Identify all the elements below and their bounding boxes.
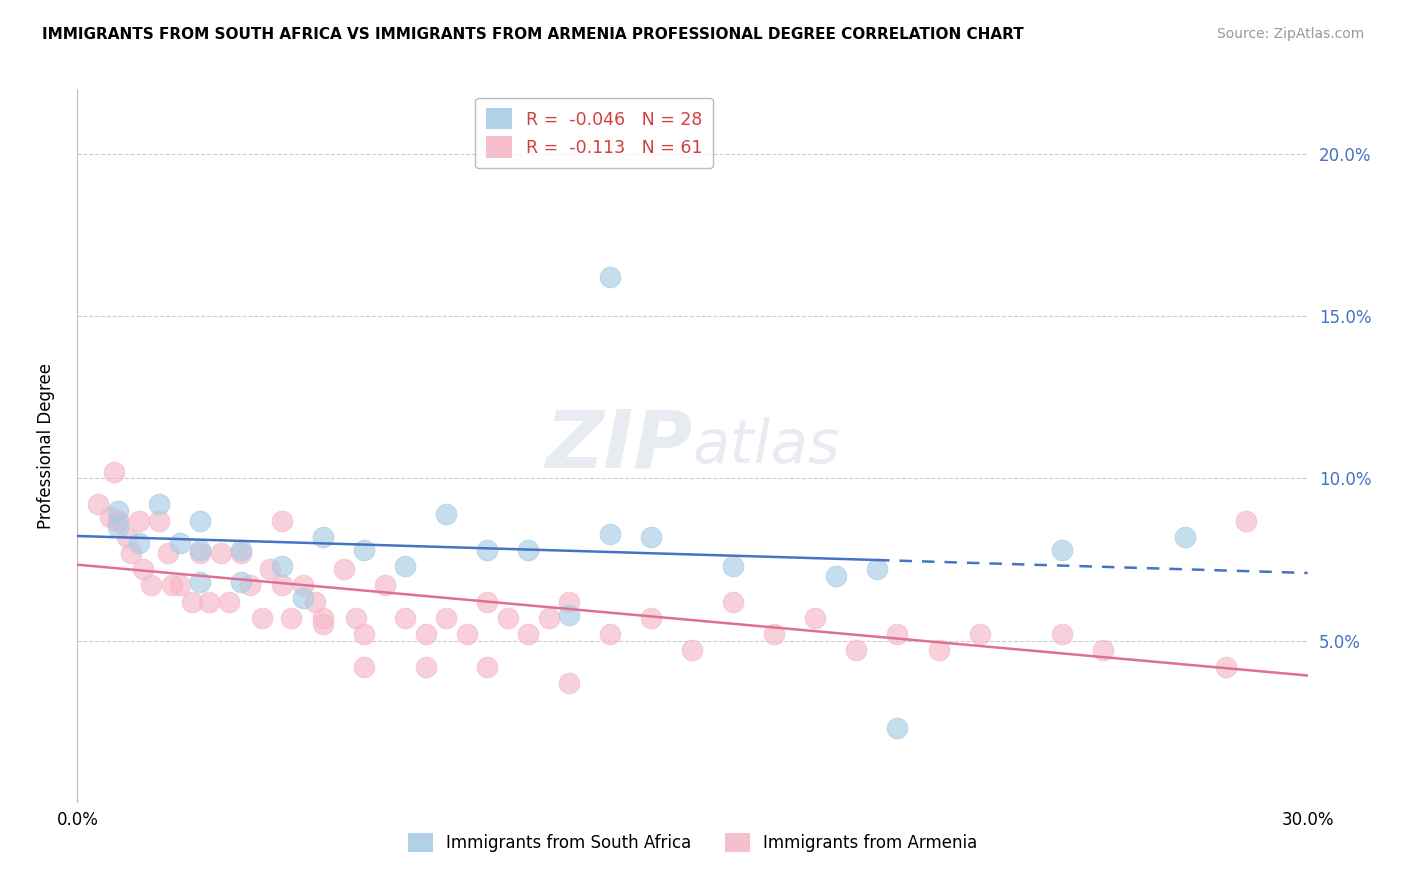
- Point: [477, 542, 499, 557]
- Point: [128, 514, 150, 528]
- Point: [640, 611, 662, 625]
- Point: [128, 536, 150, 550]
- Point: [344, 611, 367, 625]
- Point: [682, 643, 704, 657]
- Point: [1234, 514, 1257, 528]
- Point: [969, 627, 991, 641]
- Point: [197, 595, 219, 609]
- Point: [537, 611, 560, 625]
- Point: [415, 659, 437, 673]
- Point: [312, 611, 335, 625]
- Point: [231, 546, 253, 560]
- Point: [436, 611, 458, 625]
- Point: [436, 507, 458, 521]
- Point: [517, 627, 540, 641]
- Point: [1050, 627, 1073, 641]
- Text: ZIP: ZIP: [546, 407, 693, 485]
- Point: [477, 659, 499, 673]
- Text: IMMIGRANTS FROM SOUTH AFRICA VS IMMIGRANTS FROM ARMENIA PROFESSIONAL DEGREE CORR: IMMIGRANTS FROM SOUTH AFRICA VS IMMIGRAN…: [42, 27, 1024, 42]
- Point: [1215, 659, 1237, 673]
- Point: [1174, 530, 1197, 544]
- Point: [231, 575, 253, 590]
- Point: [1091, 643, 1114, 657]
- Point: [169, 536, 191, 550]
- Point: [394, 611, 416, 625]
- Point: [107, 504, 129, 518]
- Point: [886, 721, 908, 735]
- Point: [218, 595, 240, 609]
- Point: [107, 514, 129, 528]
- Y-axis label: Professional Degree: Professional Degree: [37, 363, 55, 529]
- Point: [558, 595, 581, 609]
- Point: [599, 270, 621, 285]
- Point: [353, 659, 375, 673]
- Point: [103, 465, 125, 479]
- Point: [115, 530, 138, 544]
- Point: [87, 497, 110, 511]
- Point: [239, 578, 262, 592]
- Point: [98, 510, 121, 524]
- Point: [333, 562, 356, 576]
- Point: [312, 530, 335, 544]
- Point: [120, 546, 142, 560]
- Point: [271, 559, 294, 574]
- Point: [156, 546, 179, 560]
- Point: [1050, 542, 1073, 557]
- Point: [291, 591, 314, 606]
- Point: [599, 526, 621, 541]
- Point: [599, 627, 621, 641]
- Point: [271, 514, 294, 528]
- Point: [148, 514, 170, 528]
- Point: [353, 627, 375, 641]
- Point: [280, 611, 302, 625]
- Point: [415, 627, 437, 641]
- Point: [374, 578, 396, 592]
- Legend: Immigrants from South Africa, Immigrants from Armenia: Immigrants from South Africa, Immigrants…: [401, 827, 984, 859]
- Point: [188, 542, 212, 557]
- Point: [723, 559, 745, 574]
- Point: [271, 578, 294, 592]
- Point: [259, 562, 281, 576]
- Point: [845, 643, 868, 657]
- Point: [160, 578, 183, 592]
- Text: Source: ZipAtlas.com: Source: ZipAtlas.com: [1216, 27, 1364, 41]
- Point: [250, 611, 273, 625]
- Point: [107, 514, 129, 528]
- Point: [188, 575, 212, 590]
- Point: [456, 627, 478, 641]
- Point: [181, 595, 204, 609]
- Point: [188, 514, 212, 528]
- Point: [804, 611, 827, 625]
- Point: [291, 578, 314, 592]
- Point: [231, 542, 253, 557]
- Point: [866, 562, 889, 576]
- Point: [496, 611, 519, 625]
- Point: [825, 568, 848, 582]
- Point: [304, 595, 326, 609]
- Point: [640, 530, 662, 544]
- Point: [209, 546, 232, 560]
- Point: [132, 562, 155, 576]
- Point: [558, 607, 581, 622]
- Point: [928, 643, 950, 657]
- Point: [148, 497, 170, 511]
- Point: [188, 546, 212, 560]
- Point: [723, 595, 745, 609]
- Point: [763, 627, 786, 641]
- Point: [477, 595, 499, 609]
- Point: [312, 617, 335, 632]
- Point: [169, 578, 191, 592]
- Text: atlas: atlas: [693, 417, 841, 475]
- Point: [353, 542, 375, 557]
- Point: [141, 578, 163, 592]
- Point: [517, 542, 540, 557]
- Point: [558, 675, 581, 690]
- Point: [394, 559, 416, 574]
- Point: [107, 520, 129, 534]
- Point: [886, 627, 908, 641]
